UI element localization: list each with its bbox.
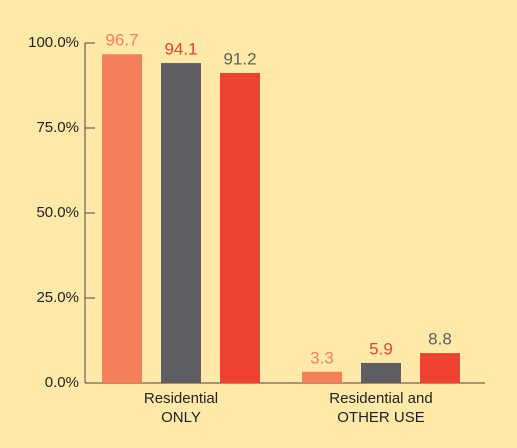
- data-label: 3.3: [310, 348, 334, 367]
- x-tick-label: Residential ONLY: [143, 390, 219, 426]
- bar: [420, 353, 460, 383]
- bar: [220, 72, 260, 384]
- data-label: 96.7: [105, 31, 138, 50]
- y-tick-label: 25.0%: [36, 289, 79, 306]
- data-label: 5.9: [369, 339, 393, 358]
- data-label: 94.1: [164, 40, 197, 59]
- y-tick-label: 100.0%: [28, 34, 79, 51]
- data-label: 91.2: [223, 49, 256, 68]
- bar: [302, 371, 342, 383]
- x-tick-label: Residential and OTHER USE: [329, 390, 433, 426]
- y-tick-label: 75.0%: [36, 119, 79, 136]
- bar: [102, 54, 142, 383]
- y-tick-label: 50.0%: [36, 204, 79, 221]
- y-tick-label: 0.0%: [45, 374, 79, 391]
- data-label: 8.8: [428, 330, 452, 349]
- bar: [361, 362, 401, 383]
- bar: [161, 63, 201, 384]
